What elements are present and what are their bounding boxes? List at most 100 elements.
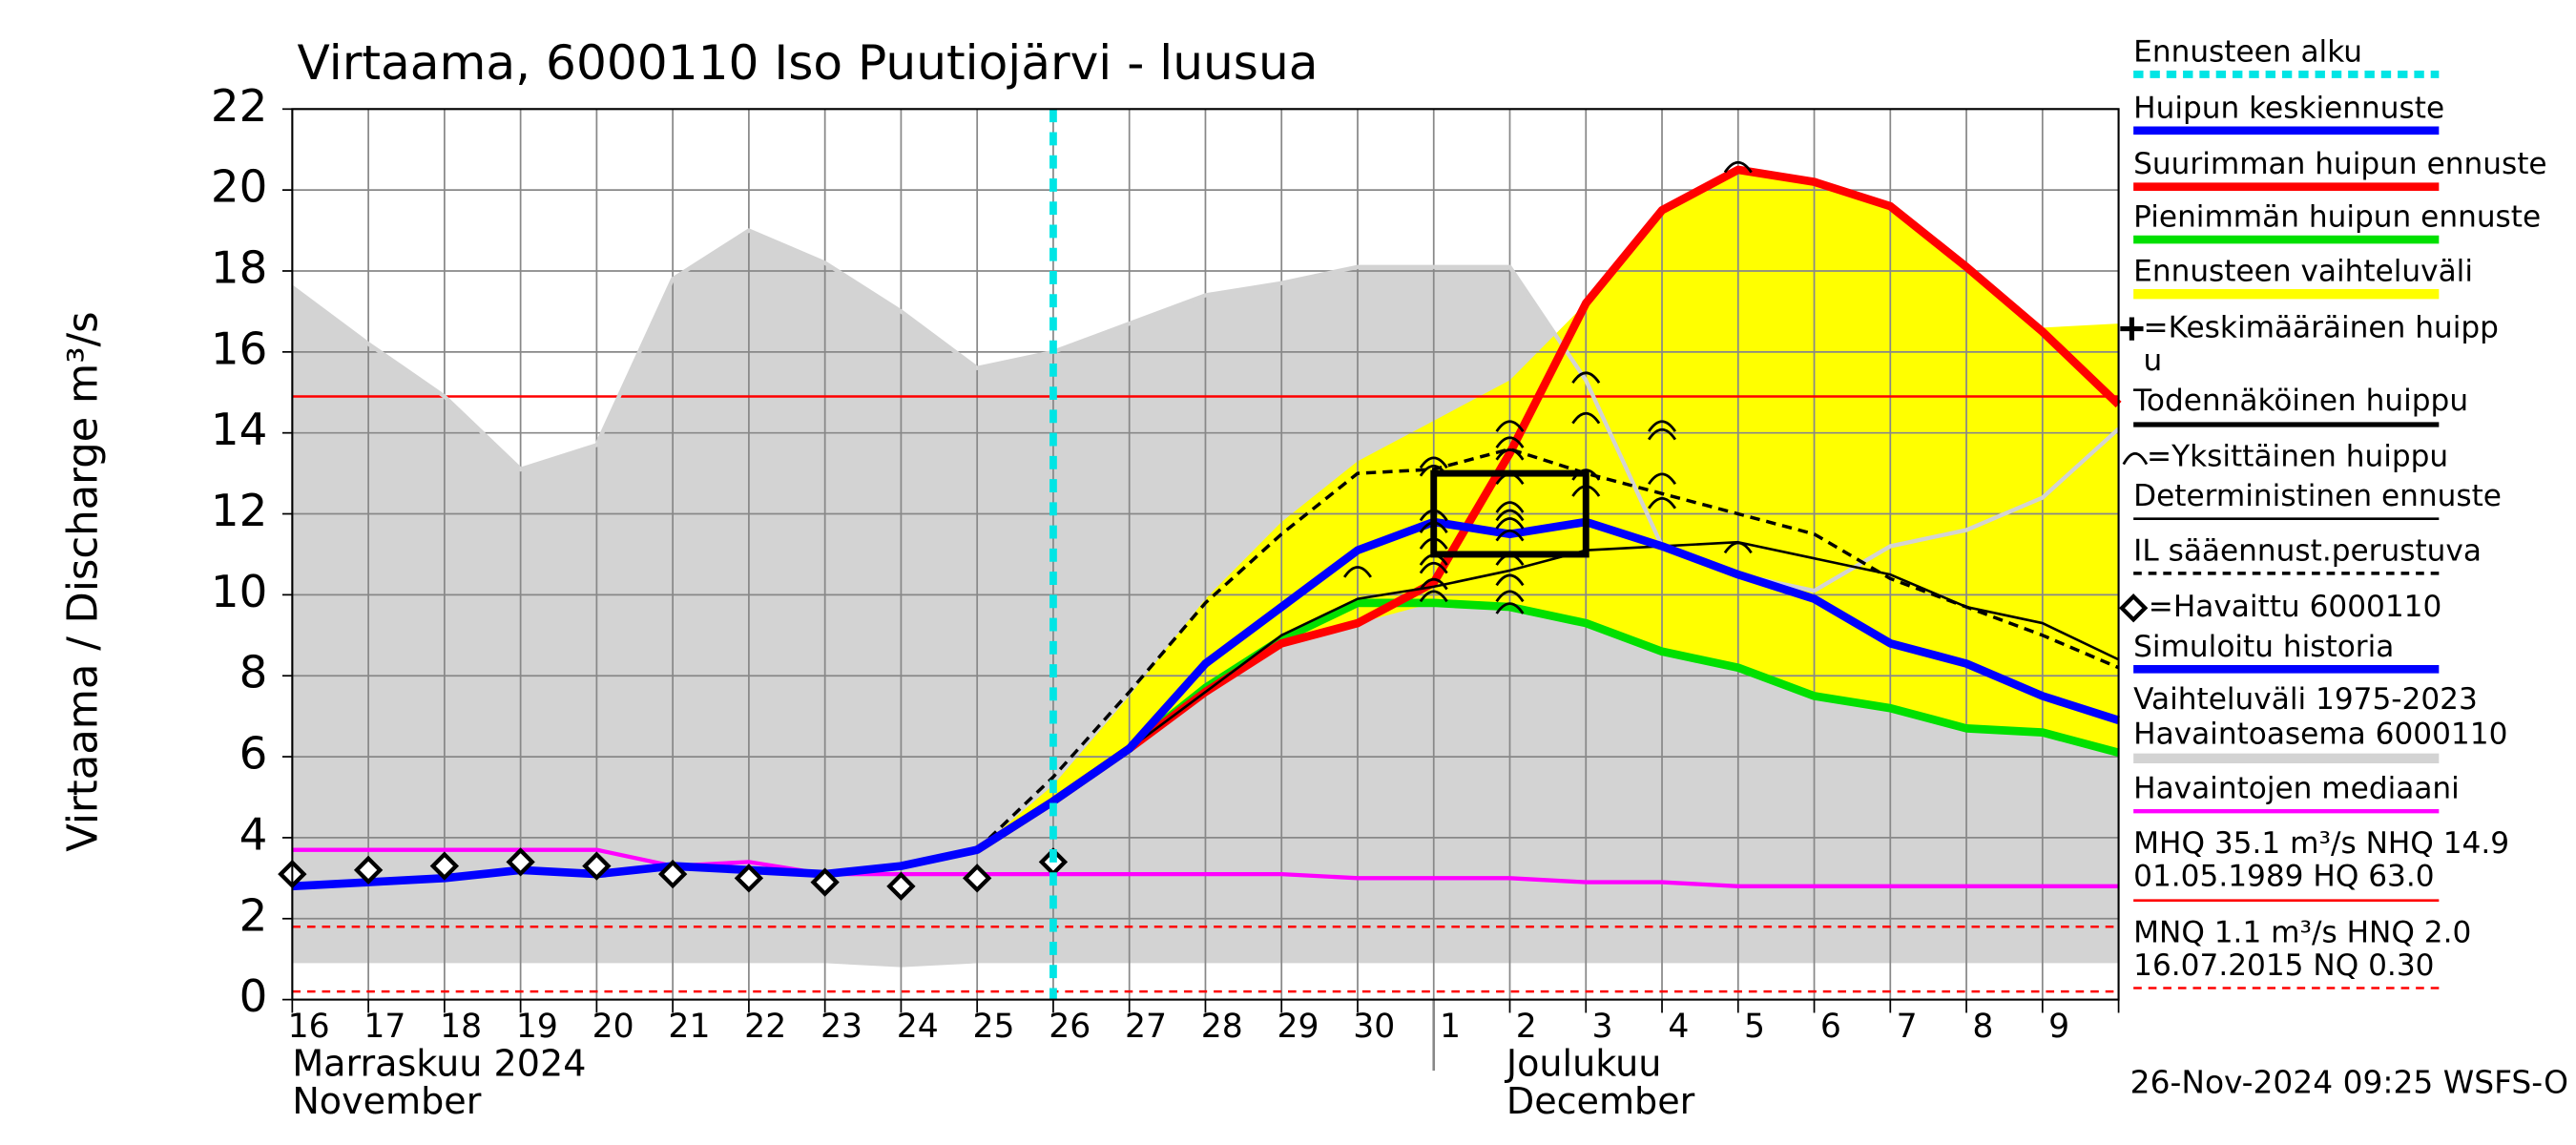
x-tick-label: 27 xyxy=(1125,1008,1167,1046)
x-tick-label: 4 xyxy=(1668,1008,1689,1046)
peak-marker xyxy=(1495,602,1525,614)
peak-marker xyxy=(1723,160,1753,174)
x-tick-label: 9 xyxy=(2048,1008,2069,1046)
legend-label: =Yksittäinen huippu xyxy=(2147,440,2448,474)
peak-marker xyxy=(1648,496,1677,510)
forecast-range-area xyxy=(977,169,2119,850)
chart-title: Virtaama, 6000110 Iso Puutiojärvi - luus… xyxy=(298,34,1319,91)
observed-marker xyxy=(429,851,460,881)
peak-marker xyxy=(1419,561,1448,574)
x-tick-label: 20 xyxy=(592,1008,634,1046)
series-line xyxy=(292,847,2119,888)
month-label: December xyxy=(1506,1080,1695,1122)
x-tick-label: 28 xyxy=(1201,1008,1243,1046)
y-tick-label: 14 xyxy=(211,405,267,456)
stats-label: MHQ 35.1 m³/s NHQ 14.9 xyxy=(2133,826,2509,861)
plot-frame xyxy=(291,108,2120,1001)
legend-label: Ennusteen alku xyxy=(2133,34,2362,69)
x-tick-label: 1 xyxy=(1440,1008,1461,1046)
peak-marker xyxy=(1419,537,1448,550)
legend-label: Deterministinen ennuste xyxy=(2133,479,2502,513)
peak-marker xyxy=(1419,521,1448,533)
x-tick-label: 18 xyxy=(440,1008,482,1046)
peak-marker xyxy=(1495,573,1525,587)
series-line xyxy=(975,447,2120,851)
month-label: Marraskuu 2024 xyxy=(292,1042,586,1084)
y-tick-label: 6 xyxy=(239,729,268,781)
stats-label: MNQ 1.1 m³/s HNQ 2.0 xyxy=(2133,915,2471,949)
x-tick-label: 26 xyxy=(1049,1008,1091,1046)
peak-marker xyxy=(1495,590,1525,603)
legend-label: Vaihteluväli 1975-2023 xyxy=(2133,682,2478,717)
observed-marker xyxy=(582,851,612,881)
legend-label: Huipun keskiennuste xyxy=(2133,91,2444,125)
legend-label: Todennäköinen huippu xyxy=(2132,384,2468,418)
stats-label: 01.05.1989 HQ 63.0 xyxy=(2133,859,2434,893)
x-tick-label: 22 xyxy=(744,1008,786,1046)
peak-marker xyxy=(1495,517,1525,530)
peak-marker xyxy=(1648,427,1677,441)
y-tick-label: 12 xyxy=(211,486,267,537)
legend-label: =Havaittu 6000110 xyxy=(2149,590,2442,624)
y-tick-label: 0 xyxy=(239,971,268,1023)
peak-marker xyxy=(1495,501,1525,513)
peak-marker xyxy=(1419,577,1448,591)
series-line xyxy=(976,540,2120,851)
legend-symbol xyxy=(2120,317,2144,341)
x-tick-label: 2 xyxy=(1516,1008,1537,1046)
legend-label: IL sääennust.perustuva xyxy=(2133,533,2482,568)
y-tick-label: 2 xyxy=(239,890,268,942)
legend-label: Havaintoasema 6000110 xyxy=(2133,718,2507,752)
y-tick-label: 18 xyxy=(211,242,267,294)
peak-marker xyxy=(1495,448,1525,461)
range-upper-line xyxy=(291,228,2121,593)
observed-marker xyxy=(506,847,535,877)
observed-marker xyxy=(886,871,916,902)
x-tick-label: 5 xyxy=(1744,1008,1765,1046)
legend-label: u xyxy=(2144,344,2163,378)
peak-marker xyxy=(1495,420,1525,432)
x-tick-label: 6 xyxy=(1820,1008,1841,1046)
peak-marker xyxy=(1495,509,1525,522)
observed-marker xyxy=(810,867,840,897)
x-tick-label: 23 xyxy=(821,1008,862,1046)
observed-marker xyxy=(963,864,992,893)
peak-marker xyxy=(1571,371,1601,385)
peak-marker xyxy=(1648,472,1677,486)
peak-marker xyxy=(1571,411,1601,425)
x-tick-label: 16 xyxy=(288,1008,330,1046)
legend-label: Ennusteen vaihteluväli xyxy=(2133,255,2473,289)
peak-marker xyxy=(1571,485,1601,497)
month-label: Joulukuu xyxy=(1505,1042,1661,1084)
peak-marker xyxy=(1495,529,1525,542)
stats-label: 16.07.2015 NQ 0.30 xyxy=(2133,948,2434,983)
peak-marker xyxy=(1419,465,1448,477)
legend-label: =Keskimääräinen huipp xyxy=(2144,311,2499,345)
x-tick-label: 17 xyxy=(364,1008,405,1046)
peak-marker xyxy=(1495,553,1525,566)
peak-marker xyxy=(1495,436,1525,448)
month-label: November xyxy=(292,1080,481,1122)
x-tick-label: 30 xyxy=(1353,1008,1395,1046)
peak-marker xyxy=(1342,566,1372,578)
observed-marker xyxy=(353,855,384,885)
legend-label: Pienimmän huipun ennuste xyxy=(2133,200,2541,235)
x-tick-label: 29 xyxy=(1278,1008,1319,1046)
legend-label: Suurimman huipun ennuste xyxy=(2133,147,2546,181)
legend-label: Simuloitu historia xyxy=(2133,630,2394,664)
observed-marker xyxy=(657,859,688,889)
y-axis-label: Virtaama / Discharge m³/s xyxy=(60,311,108,851)
y-tick-label: 20 xyxy=(211,162,267,214)
x-tick-label: 24 xyxy=(897,1008,939,1046)
x-tick-label: 7 xyxy=(1897,1008,1918,1046)
y-tick-label: 10 xyxy=(211,567,267,618)
y-tick-label: 8 xyxy=(239,648,268,699)
x-tick-label: 25 xyxy=(972,1008,1014,1046)
peak-marker xyxy=(1419,509,1448,522)
legend-label: Havaintojen mediaani xyxy=(2133,772,2460,806)
peak-marker xyxy=(1419,553,1448,566)
x-tick-label: 21 xyxy=(668,1008,710,1046)
y-tick-label: 22 xyxy=(211,81,267,133)
